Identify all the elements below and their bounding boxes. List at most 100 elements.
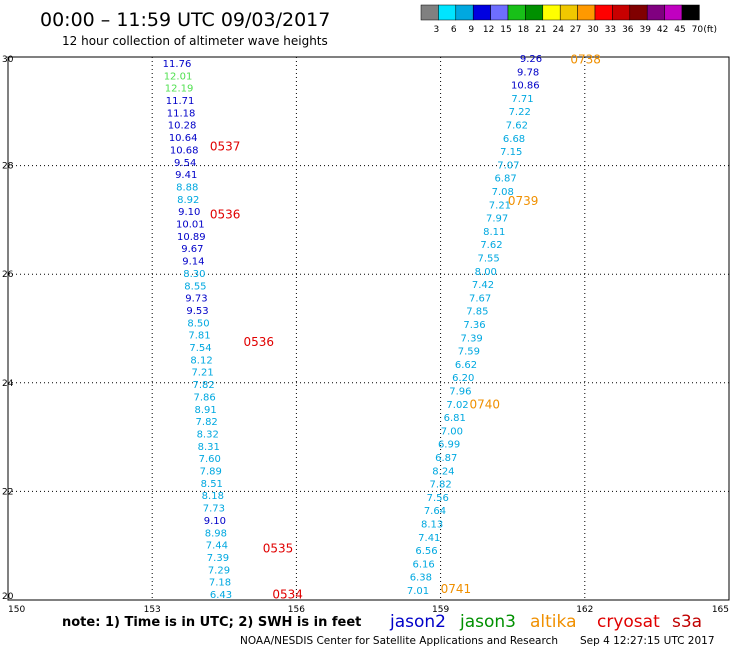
legend-entry: altika	[530, 612, 577, 632]
longitude-tick-label: 153	[144, 605, 161, 615]
color-scale-label: 6	[451, 25, 457, 35]
wave-height-value: 7.82	[429, 480, 451, 491]
color-scale-label: 27	[570, 25, 581, 35]
wave-height-value: 8.92	[177, 195, 199, 206]
color-scale-swatch	[438, 4, 457, 21]
color-scale-swatch	[612, 4, 631, 21]
latitude-tick-label: 28	[2, 162, 14, 172]
color-scale-label: 3	[434, 25, 440, 35]
wave-height-value: 10.89	[177, 232, 206, 243]
wave-height-value: 10.01	[176, 220, 205, 231]
longitude-tick-label: 159	[432, 605, 449, 615]
color-scale-swatch	[472, 4, 491, 21]
wave-height-value: 7.85	[466, 307, 488, 318]
color-scale-label: 30	[587, 25, 599, 35]
pass-time-label: 0534	[272, 588, 303, 602]
wave-height-value: 9.10	[204, 516, 226, 527]
latitude-tick-label: 26	[2, 270, 14, 280]
wave-height-value: 8.91	[195, 405, 217, 416]
color-scale-label: 18	[518, 25, 530, 35]
wave-height-value: 7.73	[203, 504, 225, 515]
color-scale-swatch	[490, 4, 509, 21]
wave-height-value: 8.51	[201, 479, 223, 490]
wave-height-value: 7.82	[196, 417, 218, 428]
color-scale-swatch	[681, 4, 700, 21]
footer-credit: NOAA/NESDIS Center for Satellite Applica…	[240, 635, 558, 647]
wave-height-value: 7.07	[497, 160, 519, 171]
color-scale-label: 24	[552, 25, 564, 35]
wave-height-value: 8.13	[421, 520, 443, 531]
wave-height-value: 7.89	[200, 467, 222, 478]
wave-height-value: 11.76	[163, 59, 192, 70]
wave-height-value: 6.56	[415, 546, 437, 557]
color-scale-label: 45	[674, 25, 685, 35]
wave-height-value: 7.56	[427, 493, 449, 504]
pass-time-label: 0741	[441, 582, 472, 596]
color-scale-swatch	[525, 4, 544, 21]
wave-height-value: 7.21	[489, 200, 511, 211]
wave-height-value: 7.60	[199, 454, 221, 465]
color-scale-swatch	[542, 4, 561, 21]
wave-height-value: 6.38	[410, 573, 432, 584]
wave-height-value: 7.36	[463, 320, 485, 331]
wave-height-value: 8.00	[475, 267, 497, 278]
wave-height-value: 9.41	[175, 170, 197, 181]
color-scale-label: 12	[483, 25, 494, 35]
wave-height-value: 8.32	[197, 429, 219, 440]
wave-height-value: 9.53	[186, 306, 208, 317]
wave-height-value: 8.50	[187, 318, 209, 329]
wave-height-value: 8.11	[483, 227, 505, 238]
legend-entry: cryosat	[597, 612, 660, 632]
wave-height-value: 12.01	[164, 71, 193, 82]
wave-height-value: 7.18	[209, 578, 231, 589]
wave-height-value: 9.14	[182, 257, 204, 268]
color-scale-swatch	[455, 4, 474, 21]
wave-height-value: 6.20	[452, 373, 474, 384]
longitude-tick-label: 150	[8, 605, 25, 615]
wave-height-value: 8.88	[176, 182, 198, 193]
pass-time-label: 0535	[263, 541, 294, 555]
wave-height-value: 7.67	[469, 293, 491, 304]
color-scale-unit: (ft)	[703, 25, 717, 35]
wave-height-value: 7.97	[486, 214, 508, 225]
pass-time-label: 0536	[210, 207, 241, 221]
wave-height-value: 10.64	[169, 133, 198, 144]
wave-height-value: 8.98	[205, 528, 227, 539]
wave-height-value: 6.68	[503, 134, 525, 145]
wave-height-value: 7.96	[449, 387, 471, 398]
pass-time-label: 0738	[570, 53, 601, 67]
pass-time-label: 0537	[210, 140, 241, 154]
wave-height-value: 7.71	[511, 94, 533, 105]
wave-height-value: 7.21	[191, 368, 213, 379]
map-grid	[8, 57, 729, 600]
satellite-track: 9.26 9.78 10.86 7.71 7.22 7.62 6.68 7.15 7.07 6.8…	[407, 53, 601, 597]
legend-entry: jason2	[389, 612, 446, 632]
color-scale-swatch	[559, 4, 578, 21]
wave-height-value: 7.39	[207, 553, 229, 564]
color-scale-label: 21	[535, 25, 546, 35]
wave-height-value: 7.41	[418, 533, 440, 544]
wave-height-value: 7.02	[446, 400, 468, 411]
wave-height-value: 8.18	[202, 491, 224, 502]
wave-height-value: 6.87	[494, 174, 516, 185]
color-scale-label: 15	[500, 25, 511, 35]
wave-height-value: 6.16	[413, 559, 435, 570]
wave-height-value: 8.24	[432, 466, 454, 477]
wave-height-value: 9.54	[174, 158, 196, 169]
legend-entry: jason3	[459, 612, 516, 632]
wave-height-value: 9.26	[520, 54, 542, 65]
wave-height-value: 7.00	[441, 426, 463, 437]
page-subtitle: 12 hour collection of altimeter wave hei…	[62, 34, 328, 48]
latitude-tick-label: 22	[2, 487, 13, 497]
map-frame	[7, 56, 730, 601]
color-scale-label: 42	[657, 25, 668, 35]
wave-height-value: 11.71	[166, 96, 195, 107]
wave-height-value: 11.18	[167, 108, 196, 119]
latitude-tick-label: 20	[2, 592, 14, 602]
wave-height-value: 8.12	[190, 355, 212, 366]
color-scale-swatch	[507, 4, 526, 21]
color-scale-swatch	[646, 4, 665, 21]
color-scale-swatch	[577, 4, 596, 21]
